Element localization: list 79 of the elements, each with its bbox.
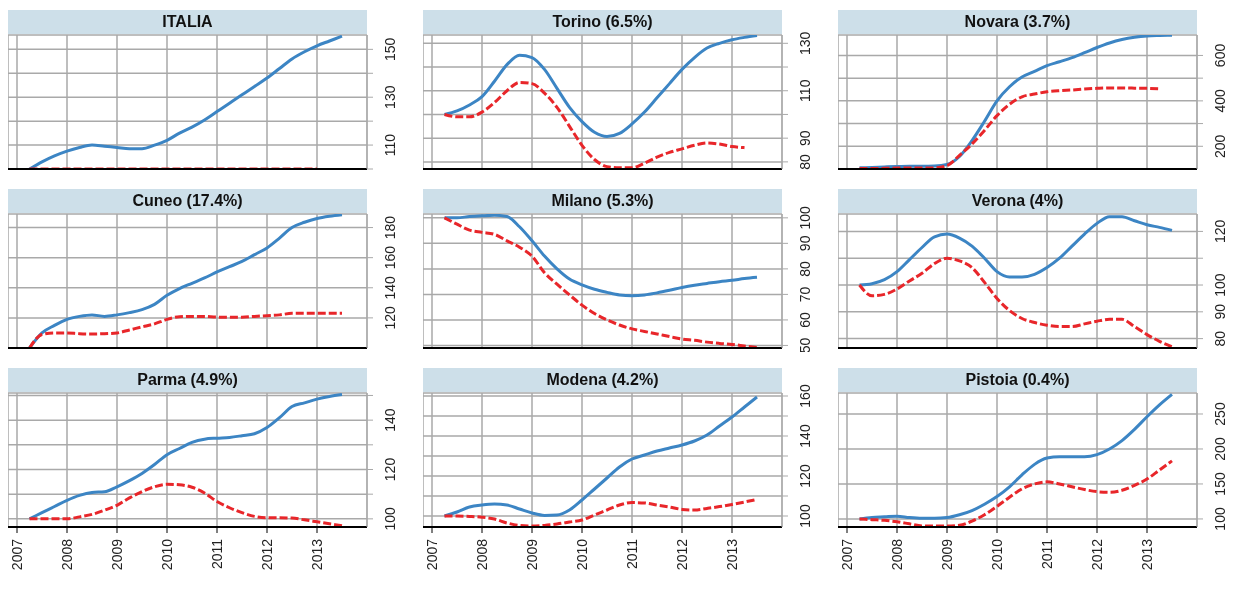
x-tick-label: 2012 bbox=[259, 538, 275, 571]
y-tick-label: 100 bbox=[797, 205, 813, 230]
x-tick-label: 2011 bbox=[624, 538, 640, 570]
y-tick-label: 140 bbox=[382, 408, 398, 432]
y-tick-label: 140 bbox=[382, 275, 398, 300]
y-tick-label: 150 bbox=[1212, 472, 1228, 496]
y-tick-label: 140 bbox=[797, 424, 813, 448]
y-tick-label: 110 bbox=[797, 79, 813, 102]
x-tick-label: 2012 bbox=[1089, 538, 1105, 571]
y-tick-label: 250 bbox=[1212, 402, 1228, 426]
y-tick-label: 130 bbox=[382, 85, 398, 109]
x-tick-label: 2013 bbox=[1139, 538, 1155, 571]
line-series bbox=[28, 35, 344, 169]
chart-title: Parma (4.9%) bbox=[8, 368, 367, 392]
y-tick-label: 200 bbox=[1212, 134, 1228, 158]
line-series bbox=[443, 80, 746, 169]
y-tick-label: 50 bbox=[797, 337, 813, 354]
line-series bbox=[858, 86, 1161, 169]
x-tick-label: 2007 bbox=[9, 538, 25, 571]
x-tick-label: 2011 bbox=[1039, 538, 1055, 570]
line-series bbox=[858, 393, 1174, 521]
x-tick-label: 2010 bbox=[989, 538, 1005, 571]
y-tick-label: 120 bbox=[382, 306, 398, 330]
x-tick-label: 2009 bbox=[109, 538, 125, 571]
x-tick-label: 2009 bbox=[939, 538, 955, 571]
x-tick-label: 2013 bbox=[309, 538, 325, 571]
line-series bbox=[858, 256, 1174, 348]
line-series bbox=[443, 395, 759, 518]
x-tick-label: 2008 bbox=[889, 538, 905, 571]
y-tick-label: 160 bbox=[797, 384, 813, 408]
x-tick-label: 2007 bbox=[839, 538, 855, 571]
y-tick-label: 600 bbox=[1212, 43, 1228, 68]
line-series bbox=[443, 35, 759, 139]
line-series bbox=[443, 214, 759, 298]
y-tick-label: 160 bbox=[382, 245, 398, 270]
x-tick-label: 2008 bbox=[59, 538, 75, 571]
y-tick-label: 120 bbox=[1212, 219, 1228, 244]
x-tick-label: 2012 bbox=[674, 538, 690, 571]
y-tick-label: 100 bbox=[1212, 507, 1228, 531]
y-tick-label: 120 bbox=[797, 464, 813, 488]
x-tick-label: 2010 bbox=[574, 538, 590, 571]
chart-title: Milano (5.3%) bbox=[423, 189, 782, 213]
y-tick-label: 110 bbox=[382, 133, 398, 157]
line-series bbox=[28, 393, 344, 521]
y-tick-label: 120 bbox=[382, 457, 398, 482]
y-tick-label: 90 bbox=[1212, 303, 1228, 320]
y-tick-label: 400 bbox=[1212, 88, 1228, 113]
y-tick-label: 70 bbox=[797, 286, 813, 303]
y-tick-label: 80 bbox=[797, 260, 813, 277]
x-tick-label: 2007 bbox=[424, 538, 440, 571]
line-series bbox=[28, 311, 344, 348]
chart-title: Torino (6.5%) bbox=[423, 10, 782, 34]
chart-title: Cuneo (17.4%) bbox=[8, 189, 367, 213]
line-series bbox=[858, 459, 1174, 527]
line-series bbox=[28, 482, 344, 527]
chart-title: Modena (4.2%) bbox=[423, 368, 782, 392]
line-series bbox=[443, 216, 759, 348]
y-tick-label: 100 bbox=[797, 504, 813, 528]
y-tick-label: 130 bbox=[797, 31, 813, 55]
y-tick-label: 90 bbox=[797, 235, 813, 252]
x-tick-label: 2013 bbox=[724, 538, 740, 571]
chart-title: Novara (3.7%) bbox=[838, 10, 1197, 34]
y-tick-label: 60 bbox=[797, 311, 813, 328]
y-tick-label: 100 bbox=[382, 506, 398, 531]
y-tick-label: 150 bbox=[382, 37, 398, 62]
y-tick-label: 90 bbox=[797, 130, 813, 146]
x-tick-label: 2008 bbox=[474, 538, 490, 571]
y-tick-label: 80 bbox=[797, 153, 813, 170]
line-series bbox=[858, 215, 1174, 287]
chart-title: Verona (4%) bbox=[838, 189, 1197, 213]
x-tick-label: 2010 bbox=[159, 538, 175, 571]
y-tick-label: 200 bbox=[1212, 437, 1228, 461]
y-tick-label: 180 bbox=[382, 215, 398, 240]
y-tick-label: 100 bbox=[1212, 273, 1228, 297]
y-tick-label: 80 bbox=[1212, 330, 1228, 347]
chart-title: Pistoia (0.4%) bbox=[838, 368, 1197, 392]
chart-title: ITALIA bbox=[8, 10, 367, 34]
x-tick-label: 2011 bbox=[209, 538, 225, 570]
x-tick-label: 2009 bbox=[524, 538, 540, 571]
